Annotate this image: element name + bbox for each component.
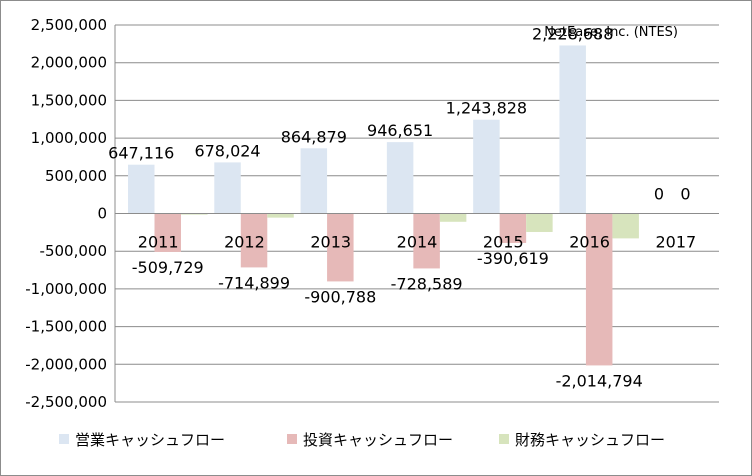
x-tick-label: 2016	[569, 233, 610, 252]
data-label-series-2: -2,014,794	[556, 371, 643, 390]
bar-2012-series-2	[240, 213, 268, 268]
bar-2011-series-2	[154, 213, 181, 252]
legend-label: 財務キャッシュフロー	[515, 431, 665, 449]
bar-2016-series-3	[612, 213, 639, 239]
bar-2016-series-1	[559, 45, 586, 214]
bar-2015-series-1	[473, 119, 500, 214]
y-tick-label: 500,000	[45, 167, 107, 185]
bar-2015-series-3	[526, 213, 553, 232]
data-label-series-1: 0	[654, 185, 664, 204]
data-label-series-2: -509,729	[132, 258, 204, 277]
bar-2014-series-3	[439, 213, 467, 222]
legend-label: 営業キャッシュフロー	[75, 431, 225, 449]
bar-2012-series-1	[214, 162, 241, 214]
chart-title: NetEase, Inc. (NTES)	[544, 25, 678, 40]
y-tick-label: 2,500,000	[31, 16, 107, 34]
x-tick-label: 2014	[397, 233, 438, 252]
data-label-series-1: 678,024	[194, 141, 260, 160]
data-label-series-2: -390,619	[477, 249, 549, 268]
y-tick-label: -1,500,000	[25, 318, 107, 336]
x-tick-label: 2012	[224, 233, 265, 252]
x-tick-label: 2013	[310, 233, 351, 252]
data-label-series-1: 1,243,828	[446, 99, 527, 118]
data-label-series-2: -728,589	[391, 274, 463, 293]
bar-2016-series-2	[585, 213, 613, 366]
x-tick-label: 2011	[138, 233, 179, 252]
legend-swatch	[59, 434, 69, 444]
bar-2013-series-2	[327, 213, 354, 282]
data-label-series-2: 0	[680, 185, 690, 204]
y-tick-label: -500,000	[40, 242, 107, 260]
x-tick-label: 2015	[483, 233, 524, 252]
legend-swatch	[287, 434, 297, 444]
data-label-series-1: 2,228,688	[532, 24, 613, 43]
y-tick-label: 1,500,000	[31, 91, 107, 109]
legend-swatch	[499, 434, 509, 444]
bar-2012-series-3	[267, 213, 294, 218]
x-tick-label: 2017	[655, 233, 696, 252]
y-tick-label: 0	[97, 205, 107, 223]
bar-2013-series-1	[300, 148, 328, 214]
y-tick-label: -2,500,000	[25, 393, 107, 411]
legend-label: 投資キャッシュフロー	[303, 431, 453, 449]
y-tick-label: 1,000,000	[31, 129, 107, 147]
data-label-series-1: 946,651	[367, 121, 433, 140]
data-label-series-2: -714,899	[218, 273, 290, 292]
bar-2011-series-1	[128, 164, 155, 214]
y-tick-label: 2,000,000	[31, 54, 107, 72]
bar-2011-series-3	[181, 213, 208, 215]
bar-2015-series-2	[499, 213, 527, 243]
data-label-series-1: 647,116	[108, 144, 174, 163]
y-tick-label: -1,000,000	[25, 280, 107, 298]
bar-2014-series-1	[386, 142, 414, 214]
bar-2014-series-2	[413, 213, 440, 269]
data-label-series-1: 864,879	[281, 127, 347, 146]
y-tick-label: -2,000,000	[25, 355, 107, 373]
data-label-series-2: -900,788	[304, 287, 376, 306]
